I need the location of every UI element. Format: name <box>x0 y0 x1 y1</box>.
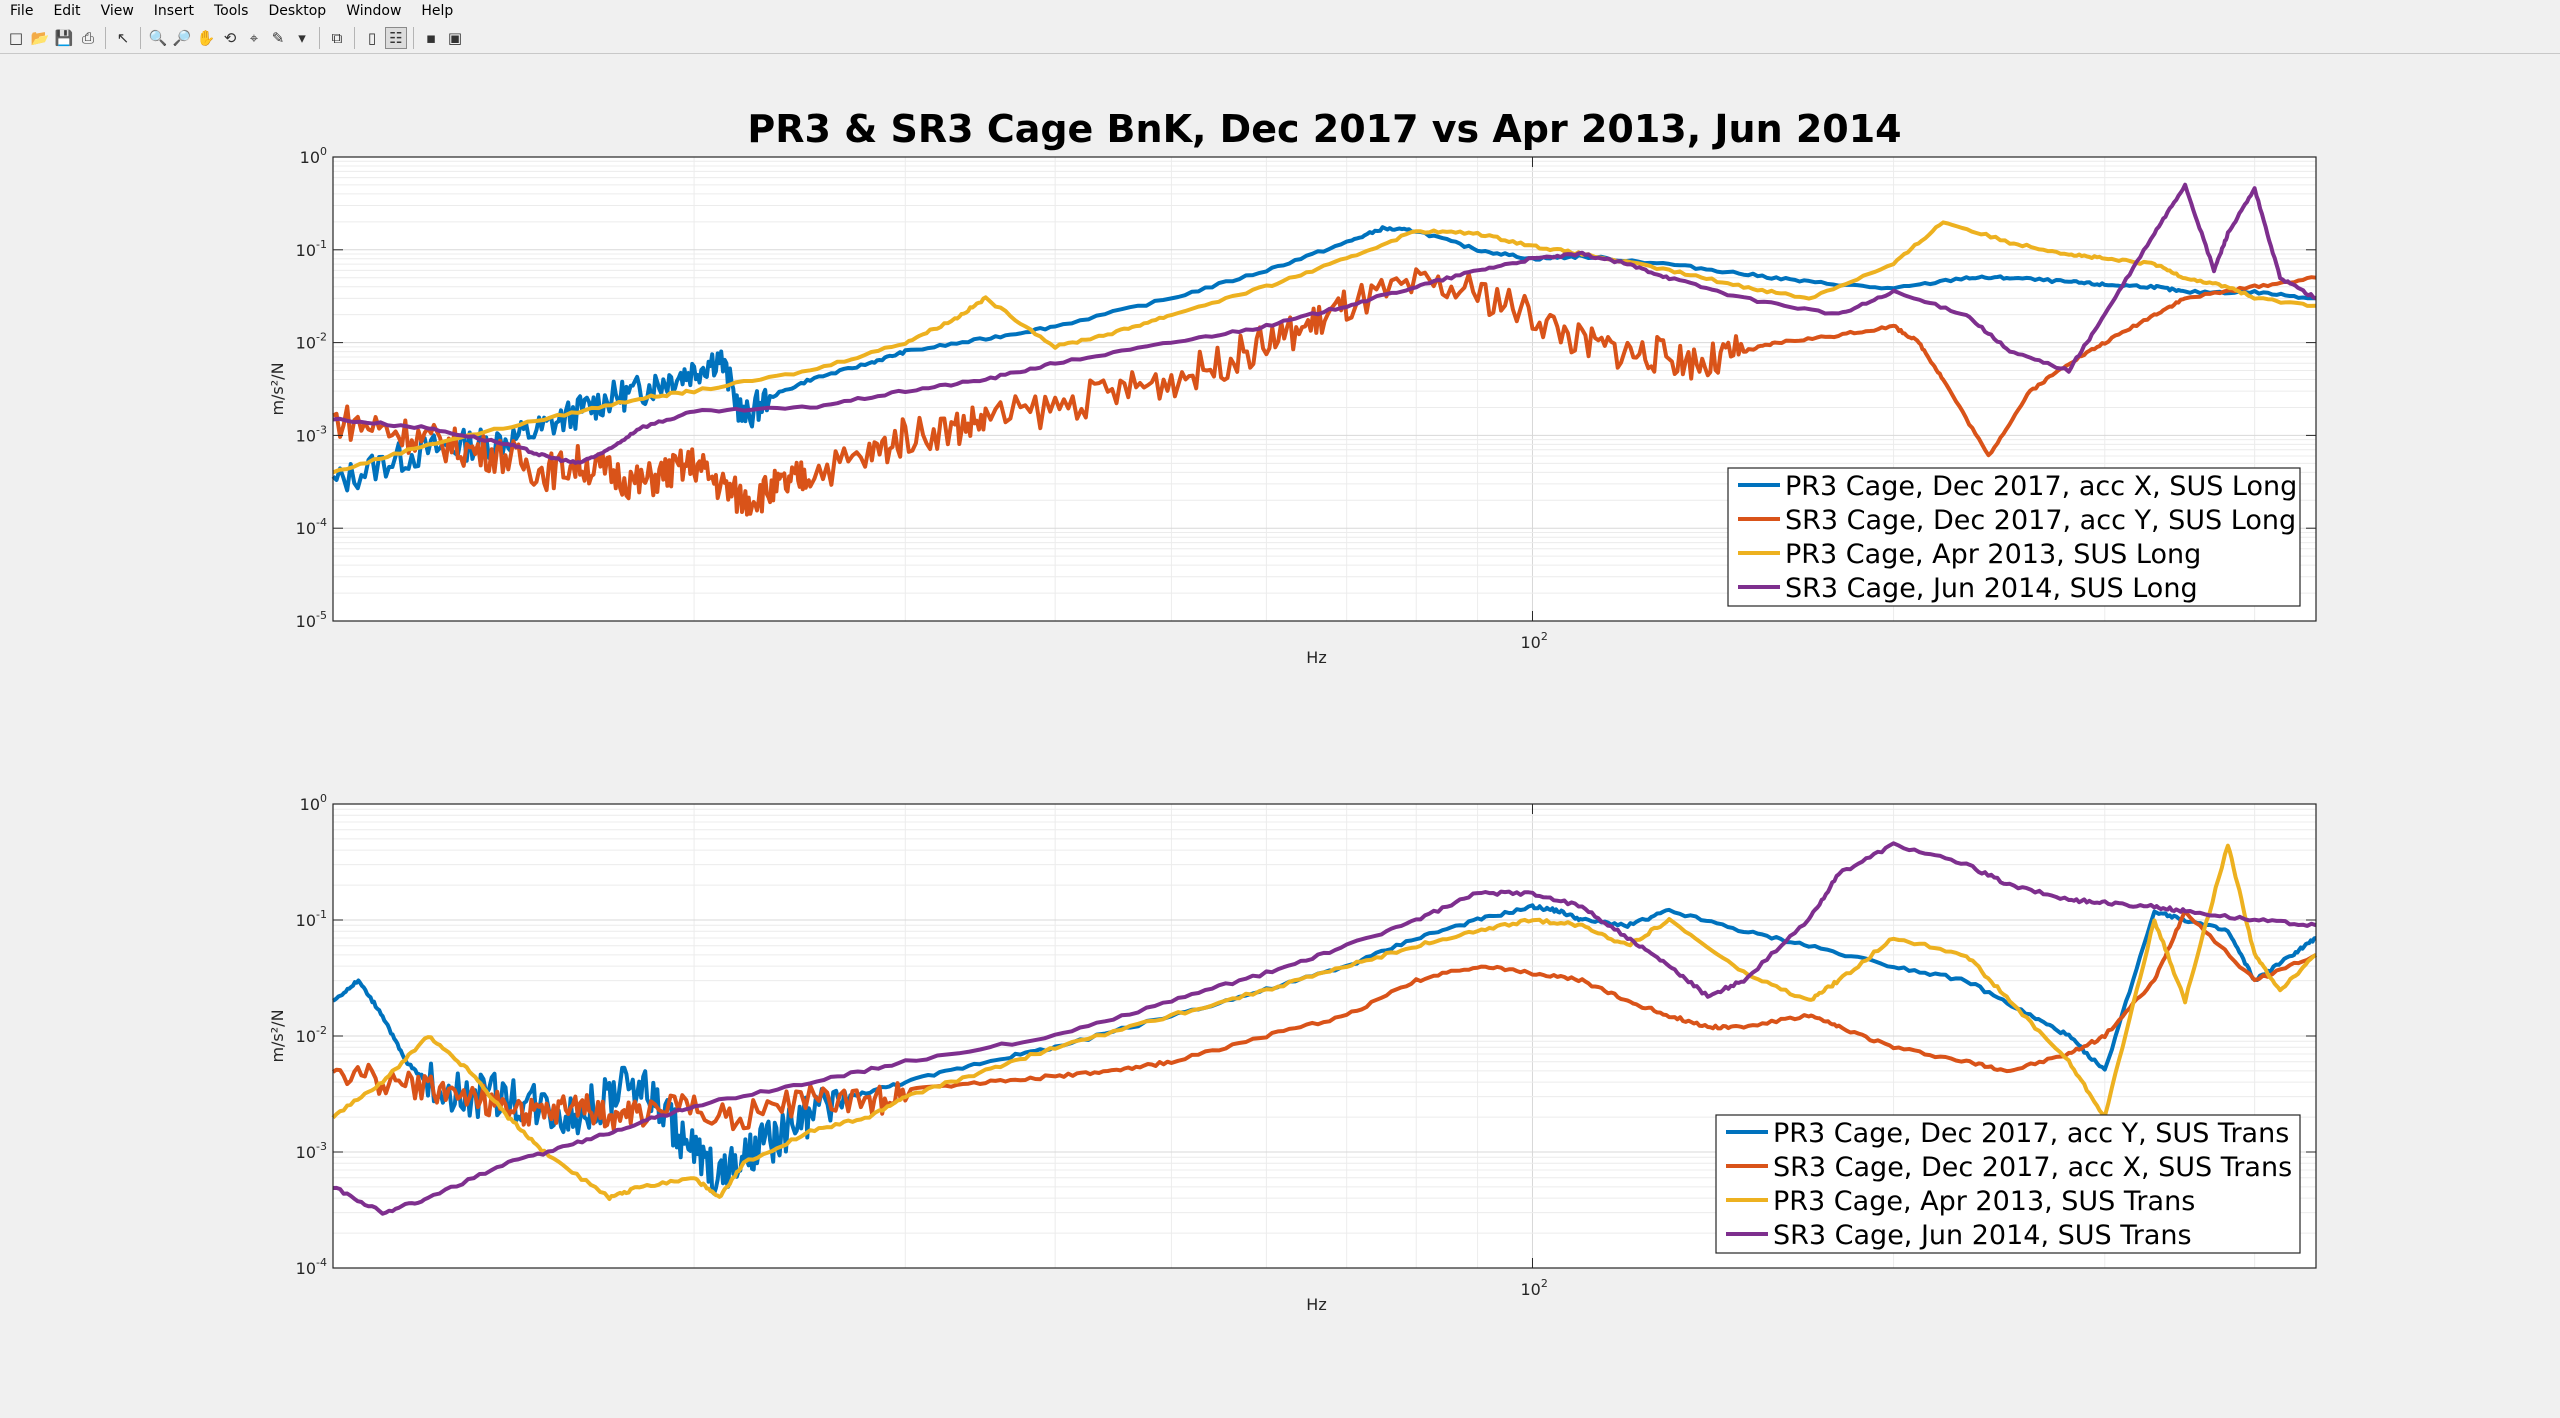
axes-2[interactable]: 100 10-1 10-2 10-3 10-4 102 Hz m/s²/N PR3 Cage, … <box>268 792 2318 1314</box>
menu-edit[interactable]: Edit <box>53 3 81 19</box>
menu-bar: File Edit View Insert Tools Desktop Window Help <box>0 0 2560 22</box>
save-icon[interactable]: 💾 <box>54 28 74 47</box>
y-tick-label: 10-3 <box>296 423 327 445</box>
new-figure-icon[interactable]: □ <box>8 28 24 47</box>
toolbar-separator <box>140 26 141 49</box>
legend-entry: SR3 Cage, Jun 2014, SUS Long <box>1785 573 2198 604</box>
menu-help[interactable]: Help <box>421 3 454 19</box>
series-line-4 <box>332 182 2317 465</box>
figure-canvas: 100 10-1 10-2 10-3 10-4 10-5 102 Hz m/s²/N PR3 & … <box>0 55 2560 1418</box>
y-tick-label: 10-1 <box>296 238 327 260</box>
y-tick-label: 10-2 <box>296 1024 327 1046</box>
print-icon[interactable]: ⎙ <box>81 28 94 47</box>
show-plot-tools-icon[interactable]: ▣ <box>447 28 463 47</box>
menu-view[interactable]: View <box>100 3 134 19</box>
legend-entry: SR3 Cage, Jun 2014, SUS Trans <box>1773 1220 2192 1251</box>
legend-box <box>1715 1114 2301 1254</box>
zoom-in-icon[interactable]: 🔍 <box>148 28 168 47</box>
y-tick-label: 10-2 <box>296 331 327 353</box>
dropdown-arrow-icon[interactable]: ▾ <box>298 28 306 47</box>
y-tick-label: 10-4 <box>296 516 327 538</box>
menu-insert[interactable]: Insert <box>153 3 194 19</box>
toolbar-separator <box>105 26 106 49</box>
chart-title: PR3 & SR3 Cage BnK, Dec 2017 vs Apr 2013… <box>747 107 1901 151</box>
y-tick-label: 10-5 <box>296 609 327 631</box>
toolbar-separator <box>413 26 414 49</box>
menu-desktop[interactable]: Desktop <box>268 3 327 19</box>
legend-entry: PR3 Cage, Dec 2017, acc Y, SUS Trans <box>1773 1118 2289 1149</box>
y-tick-label: 100 <box>300 792 327 814</box>
menu-tools[interactable]: Tools <box>213 3 249 19</box>
y-axis-label: m/s²/N <box>268 1009 287 1062</box>
data-cursor-icon[interactable]: ⌖ <box>249 28 259 47</box>
zoom-out-icon[interactable]: 🔎 <box>172 28 192 47</box>
select-arrow-icon[interactable]: ↖ <box>116 28 130 47</box>
series-line-3 <box>331 843 2318 1201</box>
series-line-2 <box>332 267 2317 517</box>
link-plot-icon[interactable]: ⧉ <box>331 28 343 47</box>
menu-window[interactable]: Window <box>346 3 402 19</box>
axes-box <box>332 156 2317 622</box>
rotate-3d-icon[interactable]: ⟲ <box>223 28 237 47</box>
legend-entry: SR3 Cage, Dec 2017, acc X, SUS Trans <box>1773 1152 2292 1183</box>
y-axis-label: m/s²/N <box>268 362 287 415</box>
x-axis-label: Hz <box>1306 1295 1326 1314</box>
y-tick-label: 100 <box>300 145 327 167</box>
series-line-4 <box>332 841 2317 1216</box>
figure-svg: 100 10-1 10-2 10-3 10-4 10-5 102 Hz m/s²/N PR3 & … <box>268 107 2318 1314</box>
figure-toolbar: □ 📂 💾 ⎙ ↖ 🔍 🔎 ✋ ⟲ ⌖ ✎ ▾ ⧉ ▯ ☷ ▪ ▣ <box>0 22 2560 54</box>
legend[interactable]: PR3 Cage, Dec 2017, acc Y, SUS TransSR3 … <box>1715 1114 2301 1254</box>
hide-plot-tools-icon[interactable]: ▪ <box>425 28 437 47</box>
legend-entry: PR3 Cage, Apr 2013, SUS Trans <box>1773 1186 2195 1217</box>
series-line-3 <box>332 220 2317 475</box>
menu-file[interactable]: File <box>10 3 34 19</box>
x-tick-label: 102 <box>1520 1277 1547 1299</box>
legend-entry: PR3 Cage, Dec 2017, acc X, SUS Long <box>1785 471 2297 502</box>
toolbar-separator <box>354 26 355 49</box>
legend-entry: PR3 Cage, Apr 2013, SUS Long <box>1785 539 2201 570</box>
series-line-2 <box>331 909 2317 1132</box>
y-tick-label: 10-4 <box>296 1256 327 1278</box>
pan-hand-icon[interactable]: ✋ <box>196 28 216 47</box>
brush-icon[interactable]: ✎ <box>271 28 285 47</box>
legend-icon[interactable]: ☷ <box>385 26 407 49</box>
colorbar-icon[interactable]: ▯ <box>367 28 377 47</box>
legend-entry: SR3 Cage, Dec 2017, acc Y, SUS Long <box>1785 505 2296 536</box>
axes-1[interactable]: 100 10-1 10-2 10-3 10-4 10-5 102 Hz m/s²/N PR3 & … <box>268 107 2317 667</box>
y-tick-label: 10-1 <box>296 908 327 930</box>
legend-box <box>1727 467 2301 607</box>
toolbar-separator <box>319 26 320 49</box>
x-axis-label: Hz <box>1306 648 1326 667</box>
y-tick-label: 10-3 <box>296 1140 327 1162</box>
x-tick-label: 102 <box>1520 630 1547 652</box>
series-line-1 <box>331 225 2317 493</box>
open-file-icon[interactable]: 📂 <box>30 28 50 47</box>
